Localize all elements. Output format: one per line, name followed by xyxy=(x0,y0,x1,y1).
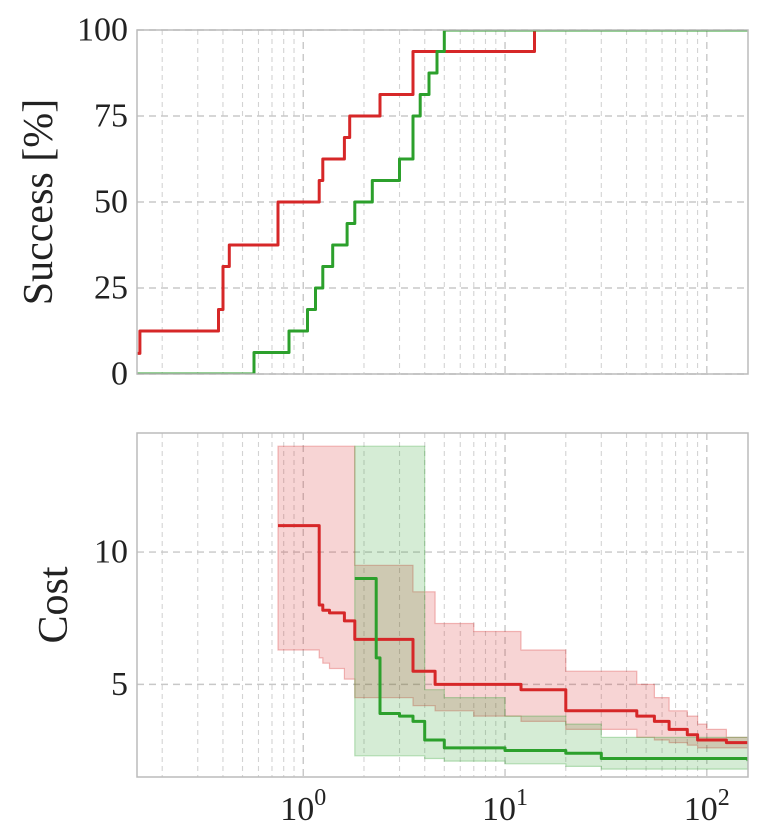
cost-y-ticks: 5 10 xyxy=(94,534,128,703)
y-tick-label: 100 xyxy=(77,12,128,49)
cost-panel: 5 10 100 101 102 Cost xyxy=(31,432,749,828)
confidence-band-1 xyxy=(354,445,748,770)
cost-x-ticks: 100 101 102 xyxy=(280,785,730,828)
series-line-1 xyxy=(354,577,748,762)
cost-series xyxy=(277,445,748,770)
x-tick-label: 102 xyxy=(684,785,730,828)
success-plot-frame xyxy=(136,29,749,375)
y-tick-label: 50 xyxy=(94,184,128,221)
series-holder xyxy=(137,30,748,374)
cost-grid xyxy=(137,433,748,777)
y-tick-label: 75 xyxy=(94,98,128,135)
success-grid xyxy=(137,29,748,375)
success-series xyxy=(137,30,748,374)
series-line-1 xyxy=(137,30,748,374)
success-y-ticks: 0 25 50 75 100 xyxy=(77,12,128,393)
x-tick-label: 100 xyxy=(280,785,326,828)
y-tick-label: 10 xyxy=(94,534,128,571)
y-tick-label: 25 xyxy=(94,270,128,307)
series-line-0 xyxy=(278,524,748,745)
series-line-0 xyxy=(137,30,748,355)
cost-plot-frame xyxy=(136,432,749,778)
x-tick-label: 101 xyxy=(482,785,528,828)
y-tick-label: 5 xyxy=(111,666,128,703)
series-holder xyxy=(277,445,748,770)
success-y-axis-label: Success [%] xyxy=(16,99,62,305)
y-tick-label: 0 xyxy=(111,356,128,393)
confidence-band-0 xyxy=(277,445,748,749)
cost-y-axis-label: Cost xyxy=(31,566,77,643)
success-panel: 0 25 50 75 100 Success [%] xyxy=(16,12,749,393)
